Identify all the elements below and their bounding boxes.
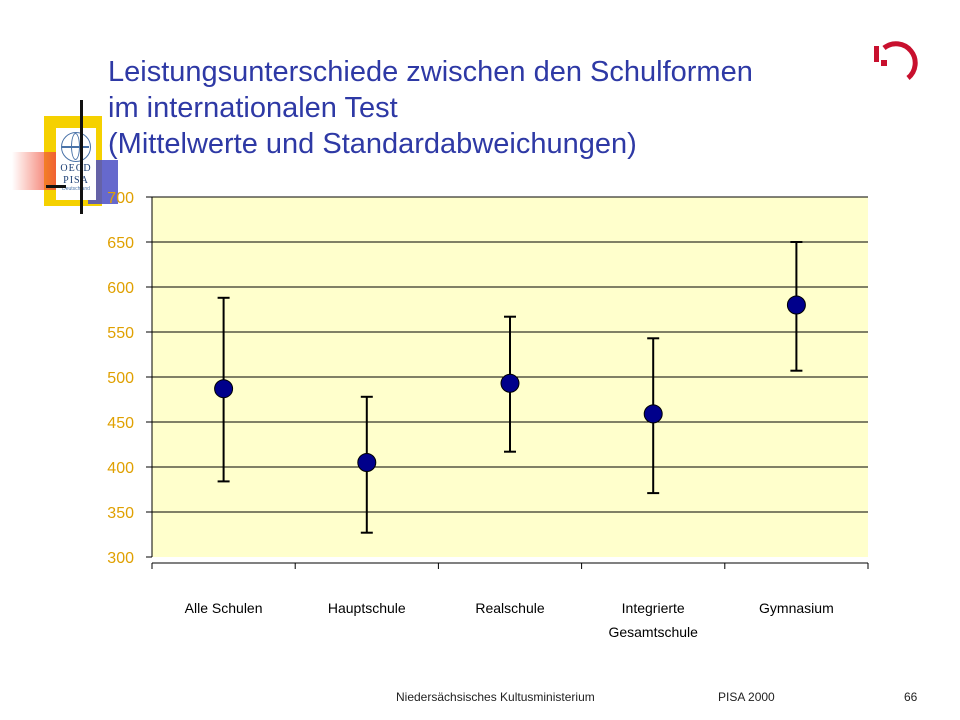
y-tick-label: 650 [107,235,134,252]
data-point [357,453,377,472]
y-tick-label: 350 [107,505,134,522]
x-tick-label: Gymnasium [759,600,834,616]
y-tick-label: 300 [107,550,134,567]
x-tick-label: Hauptschule [328,600,406,616]
logo-text-pisa: PISA [63,175,89,186]
y-tick-label: 500 [107,370,134,387]
brand-mark-icon [874,41,918,80]
decorative-horizontal-line [46,185,66,188]
footer-study: PISA 2000 [718,690,775,704]
data-point [643,404,663,424]
globe-icon [61,132,91,162]
oecd-pisa-logo: OECD PISA Deutschland [56,128,96,200]
logo-text-deutschland: Deutschland [62,186,90,192]
footer-page-number: 66 [904,690,918,704]
y-tick-label: 550 [107,325,134,342]
logo-text-oecd: OECD [60,163,92,174]
y-tick-label: 600 [107,280,134,297]
slide-title-line-2: im internationalen Test [108,92,398,124]
x-tick-label: Integrierte [622,600,685,616]
y-tick-label: 450 [107,415,134,432]
data-point [786,295,806,315]
y-tick-label: 400 [107,460,134,477]
x-tick-label: Realschule [475,600,544,616]
data-point [214,379,234,399]
data-point [500,373,520,393]
x-tick-label: Gesamtschule [608,624,698,640]
slide-title: Leistungsunterschiede zwischen den Schul… [108,54,848,162]
x-tick-label: Alle Schulen [185,600,263,616]
slide-title-line-1: Leistungsunterschiede zwischen den Schul… [108,56,753,88]
y-tick-label: 700 [107,190,134,207]
slide-title-line-3: (Mittelwerte und Standardabweichungen) [108,128,637,160]
decorative-vertical-line [80,100,83,214]
footer-organization: Niedersächsisches Kultusministerium [396,690,595,704]
